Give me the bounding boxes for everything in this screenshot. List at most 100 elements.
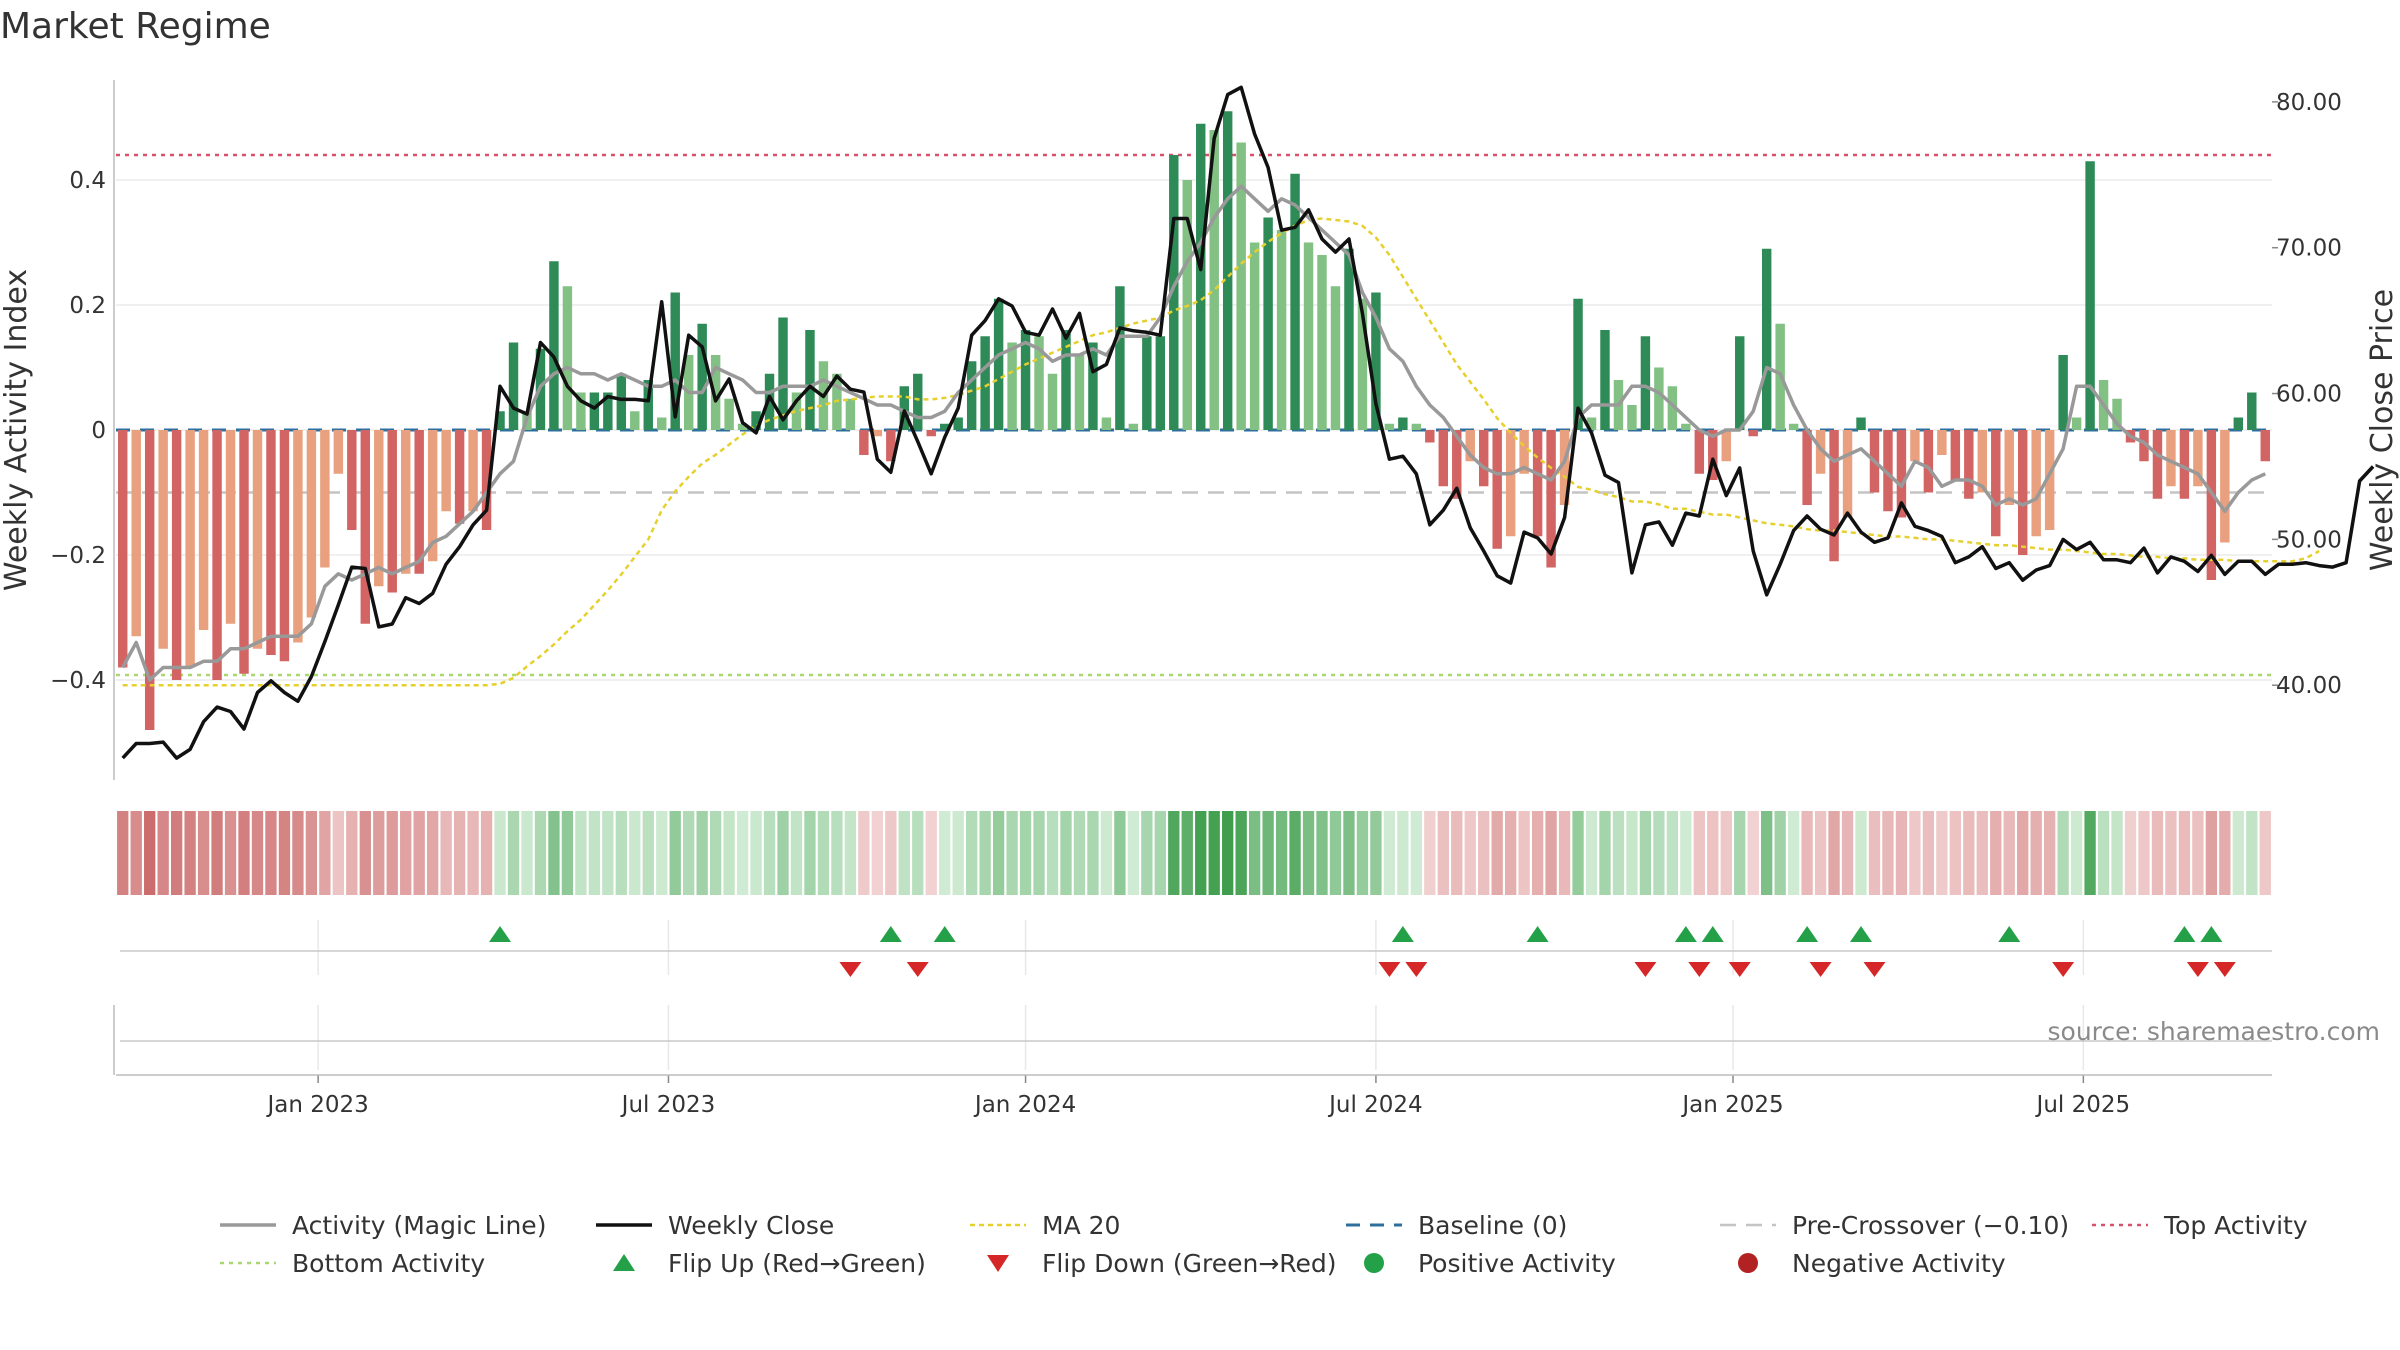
activity-bar [1034, 336, 1044, 430]
regime-cell [1666, 811, 1679, 895]
regime-cell [238, 811, 250, 895]
flip-up-marker [1850, 926, 1873, 942]
regime-cell [1208, 811, 1220, 895]
activity-bar [1937, 430, 1947, 455]
regime-cell [939, 811, 951, 895]
flip-down-marker [2052, 962, 2075, 977]
y-tick-label: −0.2 [50, 543, 106, 569]
y-tick-label: −0.4 [50, 668, 106, 694]
y2-tick-label: 70.00 [2276, 236, 2342, 262]
activity-bar [1640, 336, 1651, 430]
activity-bar [1964, 430, 1974, 499]
regime-cell [1653, 811, 1665, 895]
regime-cell [224, 811, 237, 895]
flip-up-marker [1391, 926, 1414, 942]
regime-cell [2111, 811, 2123, 895]
legend-item-baseline: Baseline (0) [1346, 1211, 1567, 1240]
activity-bar [158, 430, 168, 649]
activity-bar [737, 423, 748, 430]
flip-up-marker [879, 926, 902, 942]
x-tick-label: Jan 2024 [973, 1092, 1076, 1118]
activity-bar [2004, 430, 2014, 505]
regime-cell [2246, 811, 2258, 895]
activity-bar [643, 380, 653, 430]
regime-cell [453, 811, 466, 895]
activity-bar [1950, 430, 1961, 480]
regime-cell [1397, 811, 1409, 895]
regime-cell [656, 811, 668, 895]
regime-cell [2097, 811, 2110, 895]
regime-cell [1976, 811, 1988, 895]
regime-cell [1814, 811, 1827, 895]
flip-down-marker [1863, 962, 1886, 977]
regime-cell [521, 811, 533, 895]
legend-item-close: Weekly Close [596, 1211, 834, 1240]
y2-tick-label: 50.00 [2276, 527, 2342, 553]
regime-cell [602, 811, 614, 895]
activity-bar [2017, 430, 2028, 555]
regime-cell [1545, 811, 1557, 895]
activity-bar [1020, 330, 1031, 430]
regime-cell [2057, 811, 2069, 895]
ma20-line [122, 217, 2320, 687]
legend-swatch [613, 1254, 635, 1271]
activity-bar [562, 286, 573, 430]
regime-cell [817, 811, 830, 895]
regime-cell [2192, 811, 2204, 895]
activity-bar [1074, 355, 1085, 430]
regime-cell [211, 811, 223, 895]
regime-cell [1154, 811, 1166, 895]
regime-cell [642, 811, 654, 895]
regime-cell [1019, 811, 1032, 895]
activity-bar [697, 323, 707, 430]
regime-cell [979, 811, 991, 895]
legend-item-pos: Positive Activity [1364, 1249, 1616, 1278]
activity-bar [2233, 417, 2244, 430]
regime-cell [925, 811, 937, 895]
activity-bar [791, 392, 802, 430]
regime-cell [952, 811, 964, 895]
regime-cell [2205, 811, 2218, 895]
activity-bar [374, 430, 384, 587]
activity-bar [1425, 430, 1435, 443]
activity-bar [1236, 142, 1246, 430]
legend-label: Baseline (0) [1418, 1211, 1567, 1240]
regime-cell [2044, 811, 2056, 895]
legend-item-bottom: Bottom Activity [220, 1249, 485, 1278]
activity-bar [1101, 417, 1112, 430]
regime-cell [1801, 811, 1813, 895]
activity-bar [1573, 298, 1583, 430]
regime-cell [1100, 811, 1113, 895]
activity-bar [872, 430, 883, 437]
x-tick-label: Jul 2023 [620, 1092, 716, 1118]
activity-bar [1910, 430, 1920, 462]
regime-cell [912, 811, 924, 895]
activity-bar [710, 355, 721, 430]
activity-bar [1007, 342, 1017, 430]
regime-cell [1518, 811, 1530, 895]
regime-cell [669, 811, 681, 895]
regime-cell [2084, 811, 2096, 895]
activity-bar [1559, 430, 1570, 505]
regime-cell [750, 811, 762, 895]
regime-cell [278, 811, 291, 895]
activity-bar [603, 392, 613, 430]
activity-bar [1829, 430, 1839, 562]
regime-cell [467, 811, 479, 895]
activity-bar [2112, 398, 2122, 430]
flip-down-marker [1405, 962, 1428, 977]
activity-bar [427, 430, 438, 562]
flip-down-marker [906, 962, 929, 977]
regime-cell [1060, 811, 1072, 895]
activity-bar [1155, 336, 1166, 430]
regime-cell [1895, 811, 1908, 895]
activity-bar [1735, 336, 1745, 430]
regime-cell [2138, 811, 2150, 895]
activity-bar [1991, 430, 2001, 537]
regime-cell [1868, 811, 1881, 895]
activity-bar [2193, 430, 2203, 487]
flip-up-marker [1526, 926, 1549, 942]
activity-bar [2179, 430, 2190, 499]
regime-cell [144, 811, 156, 895]
regime-cell [1087, 811, 1099, 895]
